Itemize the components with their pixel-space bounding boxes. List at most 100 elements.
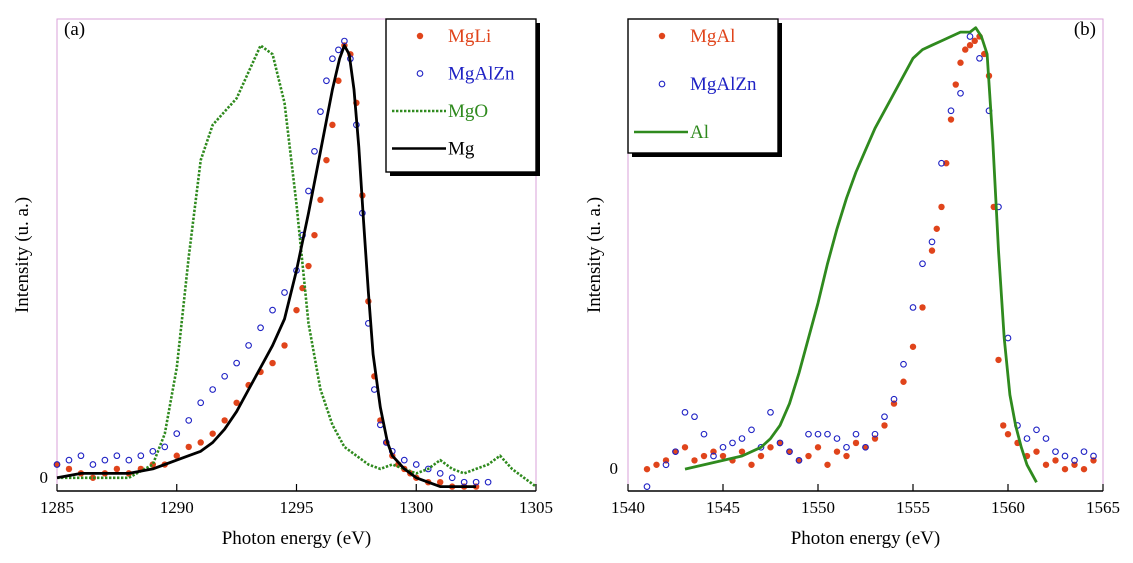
panel-b-series-mgalzn-point (672, 448, 679, 456)
panel-a-legend-mgalzn-marker (416, 70, 424, 77)
panel-a-legend-mgli-label: MgLi (448, 26, 491, 47)
panel-b-x-tick-label: 1550 (801, 498, 835, 517)
panel-a-series-mgli-point (281, 342, 288, 349)
panel-b-series-mgal-point (795, 457, 803, 464)
panel-b-series-mgal-point (952, 81, 959, 88)
panel-a-series-mgli-point (209, 430, 216, 437)
panel-b-y-tick-label: 0 (610, 459, 619, 478)
panel-a-series-mgli-point (305, 262, 312, 270)
panel-a-series-mgli-point (269, 359, 276, 367)
panel-b-series-mgal-point (995, 356, 1002, 364)
panel-a-series-mgalzn-point (305, 187, 312, 195)
panel-b-legend-al-label: Al (690, 122, 709, 143)
panel-a-x-tick-label: 1285 (40, 498, 74, 517)
panel-b-series-mgal-point (962, 46, 969, 53)
panel-b-y-axis-title: Intensity (u. a.) (584, 197, 605, 313)
panel-b-series-mgal-point (943, 160, 950, 167)
panel-a-series-mgalzn-point (400, 456, 408, 464)
panel-b-series-mgalzn-point (966, 33, 974, 40)
panel-b-series-mgalzn-point (738, 435, 746, 442)
panel-b-series-mgal-point (843, 452, 850, 460)
panel-b-series-mgal-point (933, 225, 940, 232)
panel-b-series-mgalzn-point (881, 413, 888, 421)
panel-b-series-mgal-point (971, 37, 978, 45)
panel-b-series-mgalzn-point (824, 430, 831, 438)
panel-b-series-mgal-point (909, 343, 917, 350)
panel-a-series-mgo (57, 44, 537, 488)
panel-b-series-mgal-point (928, 247, 936, 254)
panel-a-y-axis-title: Intensity (u. a.) (12, 197, 33, 313)
panel-b-series-mgal-point (947, 116, 955, 123)
panel-a-series-mgalzn-point (89, 461, 97, 468)
panel-a-series-mgalzn-point (484, 478, 492, 486)
panel-b-series-mgalzn-point (957, 89, 964, 97)
panel-b-series-mgalzn-point (776, 439, 784, 447)
panel-a-series-mgalzn-point (185, 417, 193, 424)
panel-b-x-axis-title: Photon energy (eV) (791, 528, 941, 549)
panel-b-series-mgalzn-point (767, 408, 774, 416)
panel-a-legend-mg-label: Mg (448, 139, 475, 160)
panel-b-series-mgalzn-point (890, 395, 898, 403)
panel-a-series-mgalzn-point (137, 452, 145, 460)
panel-a-series-mgalzn-point (341, 37, 348, 45)
panel-a-x-tick-label: 1300 (399, 498, 433, 517)
panel-a-series-mgli-point (89, 474, 97, 481)
panel-b-series-mgalzn-point (871, 430, 879, 438)
panel-b-series-mgal-point (719, 452, 727, 460)
panel-a-series-mgalzn-point (125, 456, 133, 464)
panel-a-series-mgalzn-point (113, 452, 121, 460)
panel-b-series-mgalzn-point (1004, 334, 1012, 342)
panel-b-series-mgal-point (900, 378, 907, 385)
panel-b-legend-box (627, 18, 779, 154)
panel-b-legend-mgalzn-marker (658, 80, 666, 88)
panel-a-series-mgalzn-point (233, 359, 240, 367)
panel-b-series-mgalzn-point (843, 443, 850, 451)
panel-a-series-mgalzn-point (460, 478, 468, 486)
panel-b-series-mgalzn-point (748, 426, 755, 434)
panel-a-series-mgli-point (197, 439, 204, 446)
panel-a-series-mgalzn-point (317, 108, 324, 115)
panel-b-series-mgalzn-point (795, 457, 803, 464)
panel-b-series-mgal-point (1061, 465, 1069, 473)
panel-b-series-mgal-point (767, 444, 774, 451)
panel-b-x-tick-label: 1565 (1086, 498, 1120, 517)
panel-b-series-mgalzn-point (786, 448, 793, 456)
panel-a-series-mgli-point (335, 77, 342, 84)
panel-b-x-tick-label: 1560 (991, 498, 1025, 517)
panel-b-legend: MgAl MgAlZn Al (627, 18, 782, 157)
panel-b-series-mgalzn-point (900, 360, 907, 368)
panel-a-series-mgalzn-point (257, 324, 264, 332)
panel-b-series-mgalzn-point (805, 430, 812, 438)
panel-a-x-tick-label: 1305 (519, 498, 553, 517)
panel-b-series-mgalzn-point (814, 430, 822, 438)
panel-b-series-mgalzn-point (1023, 435, 1031, 442)
panel-a-series-mgalzn-point (245, 342, 252, 349)
panel-a-series-mgli-point (293, 306, 300, 314)
panel-a-series-mgli-point (185, 443, 192, 451)
panel-a-series-mgli-point (323, 156, 330, 164)
panel-b-series-mgalzn-point (662, 461, 670, 469)
panel-b-series-mgal-point (776, 439, 784, 447)
panel-a-series-mgli-point (221, 417, 228, 424)
panel-b-series-mgal-point (1004, 430, 1012, 438)
panel-a-series-mgalzn-point (436, 470, 444, 477)
panel-b-series-mgalzn-point (919, 260, 926, 268)
panel-a-series-mg (56, 44, 477, 489)
panel-a-series-mgalzn-point (209, 386, 217, 393)
panel-b-x-tick-label: 1555 (896, 498, 930, 517)
panel-b-series-mgalzn-point (1052, 448, 1059, 456)
panel-b-series-mgalzn-point (852, 430, 860, 438)
panel-b-series-mgalzn-point (1033, 426, 1040, 434)
panel-a-series-mgalzn-point (53, 461, 61, 468)
panel-b-series-mgal-point (938, 203, 945, 211)
panel-a-series-mgli-point (311, 231, 318, 239)
panel-a-series-mgo-line (57, 44, 537, 488)
panel-a-series-mgalzn-point (329, 55, 336, 63)
panel-b-series-mgal-point (881, 422, 888, 429)
panel-b-series-mgal-point (748, 461, 755, 468)
panel-b-series-mgalzn-point (833, 435, 841, 442)
panel-a-legend-mgli-marker (416, 32, 424, 40)
panel-b-legend-mgal-marker (658, 32, 666, 40)
panel-b-series-mgal-point (1000, 422, 1007, 429)
panel-b-series-mgal-point (757, 452, 765, 460)
